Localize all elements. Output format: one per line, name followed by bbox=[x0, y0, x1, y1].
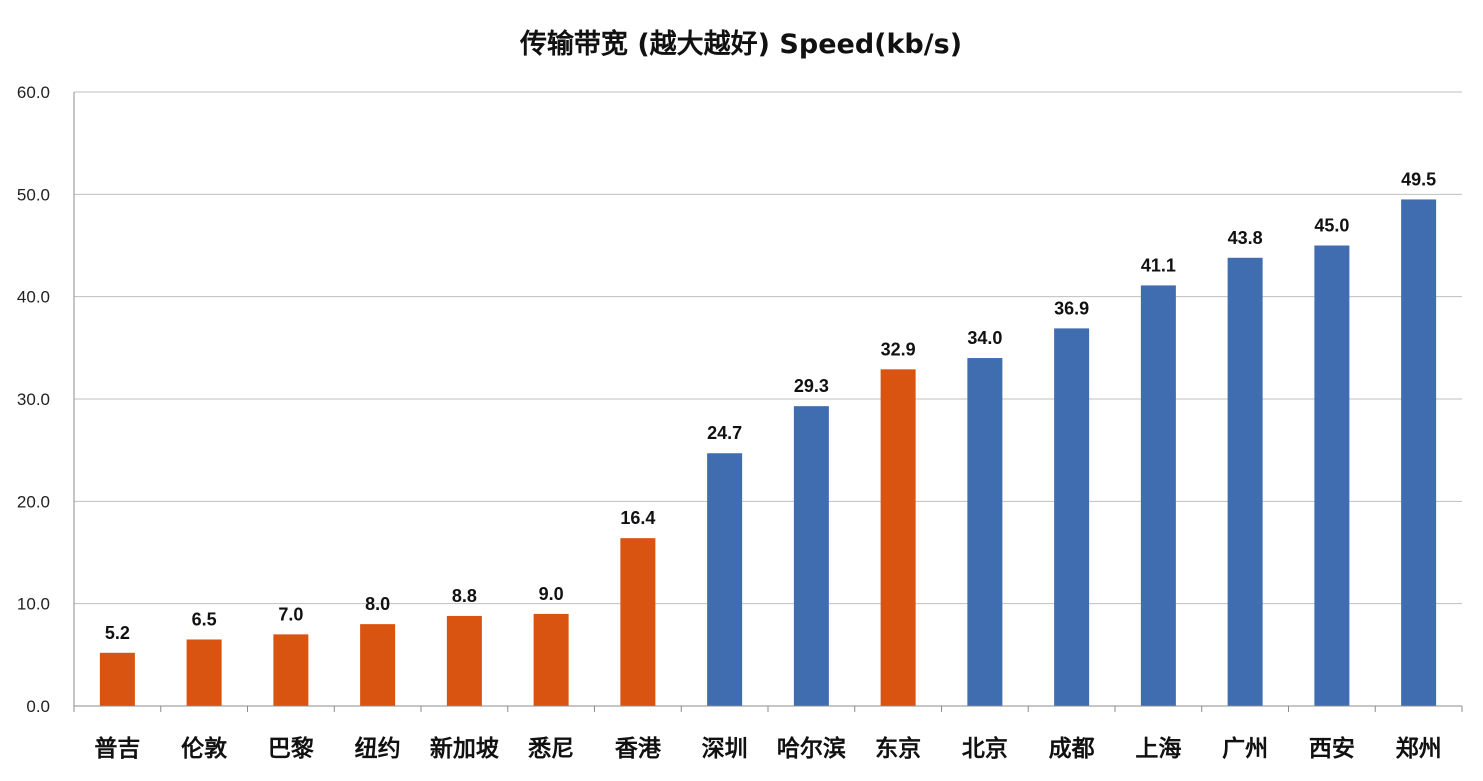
bar bbox=[186, 639, 222, 706]
category-label: 普吉 bbox=[94, 735, 140, 762]
bar bbox=[1401, 199, 1437, 706]
category-label: 郑州 bbox=[1396, 736, 1442, 762]
bar bbox=[1227, 257, 1263, 706]
bar bbox=[273, 634, 309, 706]
data-label: 32.9 bbox=[881, 339, 916, 359]
data-label: 34.0 bbox=[967, 328, 1002, 348]
bar bbox=[99, 652, 135, 706]
y-tick-label: 0.0 bbox=[26, 697, 50, 716]
category-label: 广州 bbox=[1222, 735, 1268, 762]
data-label: 8.0 bbox=[365, 594, 390, 614]
category-label: 伦敦 bbox=[181, 735, 228, 762]
data-label: 6.5 bbox=[192, 609, 217, 629]
y-tick-label: 30.0 bbox=[17, 390, 50, 409]
category-label: 巴黎 bbox=[268, 735, 314, 762]
category-label: 北京 bbox=[962, 735, 1008, 762]
bar bbox=[620, 538, 656, 706]
chart-title: 传输带宽 (越大越好) Speed(kb/s) bbox=[519, 28, 962, 60]
bar bbox=[446, 615, 482, 706]
data-label: 7.0 bbox=[278, 604, 303, 624]
y-axis-ticks: 0.0 10.0 20.0 30.0 40.0 50.0 60.0 bbox=[17, 83, 50, 716]
data-label: 43.8 bbox=[1228, 228, 1263, 248]
data-label: 9.0 bbox=[539, 584, 564, 604]
bar bbox=[880, 369, 916, 706]
data-label: 24.7 bbox=[707, 423, 742, 443]
data-label: 45.0 bbox=[1314, 216, 1349, 236]
category-label: 哈尔滨 bbox=[777, 735, 846, 762]
y-tick-label: 10.0 bbox=[17, 595, 50, 614]
bar bbox=[793, 406, 829, 706]
data-label: 41.1 bbox=[1141, 255, 1176, 275]
category-label: 上海 bbox=[1135, 735, 1181, 762]
category-label: 西安 bbox=[1309, 735, 1355, 762]
data-label: 5.2 bbox=[105, 623, 130, 643]
data-label: 29.3 bbox=[794, 376, 829, 396]
axes bbox=[73, 92, 1463, 712]
data-label: 8.8 bbox=[452, 586, 477, 606]
data-labels: 5.2 6.5 7.0 8.0 8.8 9.0 16.4 24.7 29.3 32.9 34.0 36… bbox=[105, 169, 1436, 642]
bar bbox=[533, 613, 569, 706]
category-label: 香港 bbox=[615, 736, 662, 762]
bar bbox=[1314, 245, 1350, 706]
data-label: 36.9 bbox=[1054, 298, 1089, 318]
y-tick-label: 20.0 bbox=[17, 492, 50, 511]
y-tick-label: 50.0 bbox=[17, 185, 50, 204]
bar bbox=[1054, 328, 1090, 706]
category-label: 东京 bbox=[875, 735, 921, 762]
bar bbox=[967, 358, 1003, 706]
category-label: 新加坡 bbox=[430, 735, 499, 762]
category-label: 成都 bbox=[1049, 736, 1095, 762]
data-label: 49.5 bbox=[1401, 169, 1436, 189]
y-tick-label: 40.0 bbox=[17, 288, 50, 307]
category-label: 纽约 bbox=[355, 735, 401, 762]
category-label: 悉尼 bbox=[528, 736, 574, 762]
data-label: 16.4 bbox=[620, 508, 655, 528]
bar bbox=[707, 453, 743, 706]
y-tick-label: 60.0 bbox=[17, 83, 50, 102]
category-labels: 普吉 伦敦 巴黎 纽约 新加坡 悉尼 香港 深圳 哈尔滨 东京 北京 成都 上海 广州 西安 郑州 bbox=[94, 735, 1441, 762]
category-label: 深圳 bbox=[702, 736, 748, 762]
bar bbox=[1140, 285, 1176, 706]
bar bbox=[360, 624, 396, 706]
bars bbox=[99, 199, 1437, 706]
